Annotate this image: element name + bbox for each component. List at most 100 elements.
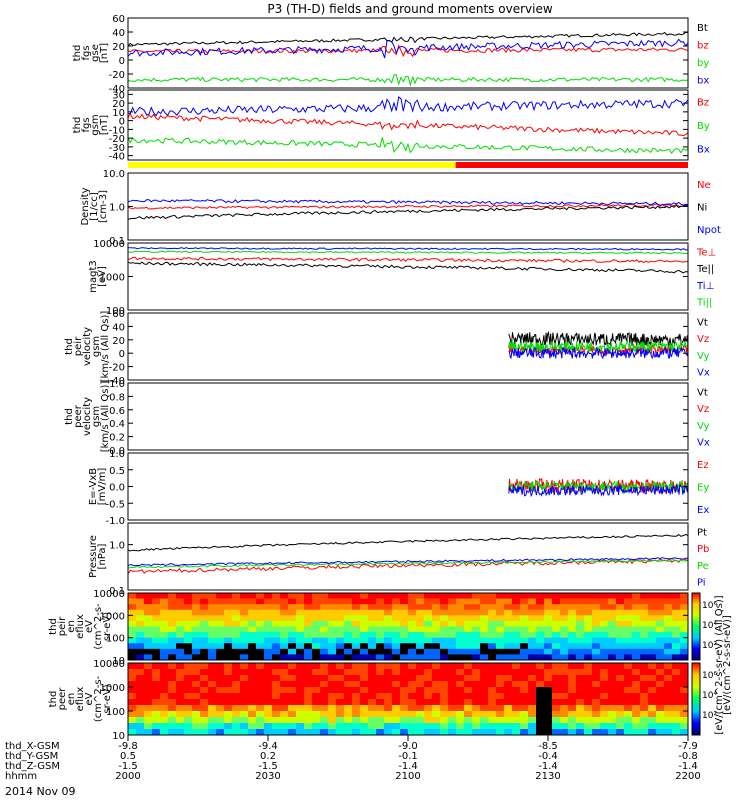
spectrogram-cell xyxy=(480,693,489,700)
x-tick-label: -1.4 xyxy=(538,761,558,772)
spectrogram-cell xyxy=(336,604,345,611)
spectrogram-cell xyxy=(168,729,177,736)
spectrogram-cell xyxy=(672,687,681,694)
spectrogram-cell xyxy=(232,609,241,616)
spectrogram-cell xyxy=(360,693,369,700)
spectrogram-cell xyxy=(680,643,689,650)
spectrogram-cell xyxy=(128,637,137,644)
spectrogram-cell xyxy=(504,699,513,706)
spectrogram-cell xyxy=(168,609,177,616)
spectrogram-cell xyxy=(504,663,513,670)
spectrogram-cell xyxy=(424,687,433,694)
spectrogram-cell xyxy=(432,609,441,616)
spectrogram-cell xyxy=(400,729,409,736)
y-tick-label: 0 xyxy=(119,117,125,128)
spectrogram-cell xyxy=(448,693,457,700)
spectrogram-cell xyxy=(616,637,625,644)
spectrogram-cell xyxy=(304,723,313,730)
spectrogram-cell xyxy=(656,693,665,700)
spectrogram-cell xyxy=(152,609,161,616)
spectrogram-cell xyxy=(680,654,689,661)
spectrogram-cell xyxy=(624,705,633,712)
spectrogram-cell xyxy=(488,654,497,661)
spectrogram-cell xyxy=(680,693,689,700)
spectrogram-cell xyxy=(144,723,153,730)
spectrogram-cell xyxy=(376,675,385,682)
spectrogram-cell xyxy=(496,693,505,700)
spectrogram-cell xyxy=(664,717,673,724)
spectrogram-cell xyxy=(536,620,545,627)
spectrogram-cell xyxy=(400,723,409,730)
spectrogram-cell xyxy=(224,669,233,676)
spectrogram-cell xyxy=(296,626,305,633)
spectrogram-cell xyxy=(680,675,689,682)
spectrogram-cell xyxy=(656,620,665,627)
spectrogram-cell xyxy=(176,729,185,736)
spectrogram-cell xyxy=(304,729,313,736)
spectrogram-cell xyxy=(480,632,489,639)
spectrogram-cell xyxy=(200,729,209,736)
spectrogram-cell xyxy=(608,604,617,611)
spectrogram-cell xyxy=(480,598,489,605)
y-tick-label: 40 xyxy=(112,28,125,39)
spectrogram-cell xyxy=(528,593,537,600)
spectrogram-cell xyxy=(280,711,289,718)
spectrogram-cell xyxy=(288,632,297,639)
spectrogram-cell xyxy=(432,593,441,600)
spectrogram-cell xyxy=(608,615,617,622)
spectrogram-cell xyxy=(640,663,649,670)
spectrogram-cell xyxy=(616,615,625,622)
spectrogram-cell xyxy=(352,643,361,650)
spectrogram-cell xyxy=(608,598,617,605)
spectrogram-cell xyxy=(248,681,257,688)
spectrogram-cell xyxy=(160,609,169,616)
colorbar xyxy=(691,662,701,736)
spectrogram-cell xyxy=(328,648,337,655)
spectrogram-cell xyxy=(416,723,425,730)
spectrogram-cell xyxy=(472,663,481,670)
spectrogram-cell xyxy=(624,675,633,682)
spectrogram-cell xyxy=(200,669,209,676)
spectrogram-cell xyxy=(592,681,601,688)
spectrogram-cell xyxy=(664,693,673,700)
spectrogram-cell xyxy=(272,699,281,706)
spectrogram-cell xyxy=(232,648,241,655)
spectrogram-cell xyxy=(240,723,249,730)
series-Bz xyxy=(127,112,689,137)
y-tick-label: 60 xyxy=(112,14,125,25)
spectrogram-cell xyxy=(192,598,201,605)
spectrogram-cell xyxy=(680,620,689,627)
y-axis-label: thd xyxy=(64,338,75,355)
spectrogram-cell xyxy=(184,626,193,633)
mode-bar-yellow xyxy=(128,162,456,168)
spectrogram-cell xyxy=(584,681,593,688)
spectrogram-cell xyxy=(440,609,449,616)
spectrogram-cell xyxy=(416,609,425,616)
spectrogram-cell xyxy=(496,654,505,661)
spectrogram-cell xyxy=(440,729,449,736)
legend-Ti||: Ti|| xyxy=(696,298,712,309)
spectrogram-cell xyxy=(208,693,217,700)
spectrogram-cell xyxy=(264,643,273,650)
spectrogram-cell xyxy=(600,632,609,639)
y-tick-label: 10 xyxy=(112,656,125,667)
spectrogram-cell xyxy=(184,648,193,655)
spectrogram-cell xyxy=(552,711,561,718)
spectrogram-cell xyxy=(672,675,681,682)
spectrogram-cell xyxy=(408,687,417,694)
spectrogram-cell xyxy=(648,669,657,676)
legend-Bx: Bx xyxy=(697,144,710,155)
spectrogram-cell xyxy=(640,604,649,611)
spectrogram-cell xyxy=(680,687,689,694)
spectrogram-cell xyxy=(352,604,361,611)
spectrogram-cell xyxy=(496,705,505,712)
spectrogram-cell xyxy=(456,643,465,650)
spectrogram-cell xyxy=(184,593,193,600)
spectrogram-cell xyxy=(616,609,625,616)
spectrogram-cell xyxy=(488,626,497,633)
y-axis-label: velocity xyxy=(82,397,93,436)
spectrogram-cell xyxy=(584,654,593,661)
spectrogram-cell xyxy=(288,729,297,736)
spectrogram-cell xyxy=(208,681,217,688)
